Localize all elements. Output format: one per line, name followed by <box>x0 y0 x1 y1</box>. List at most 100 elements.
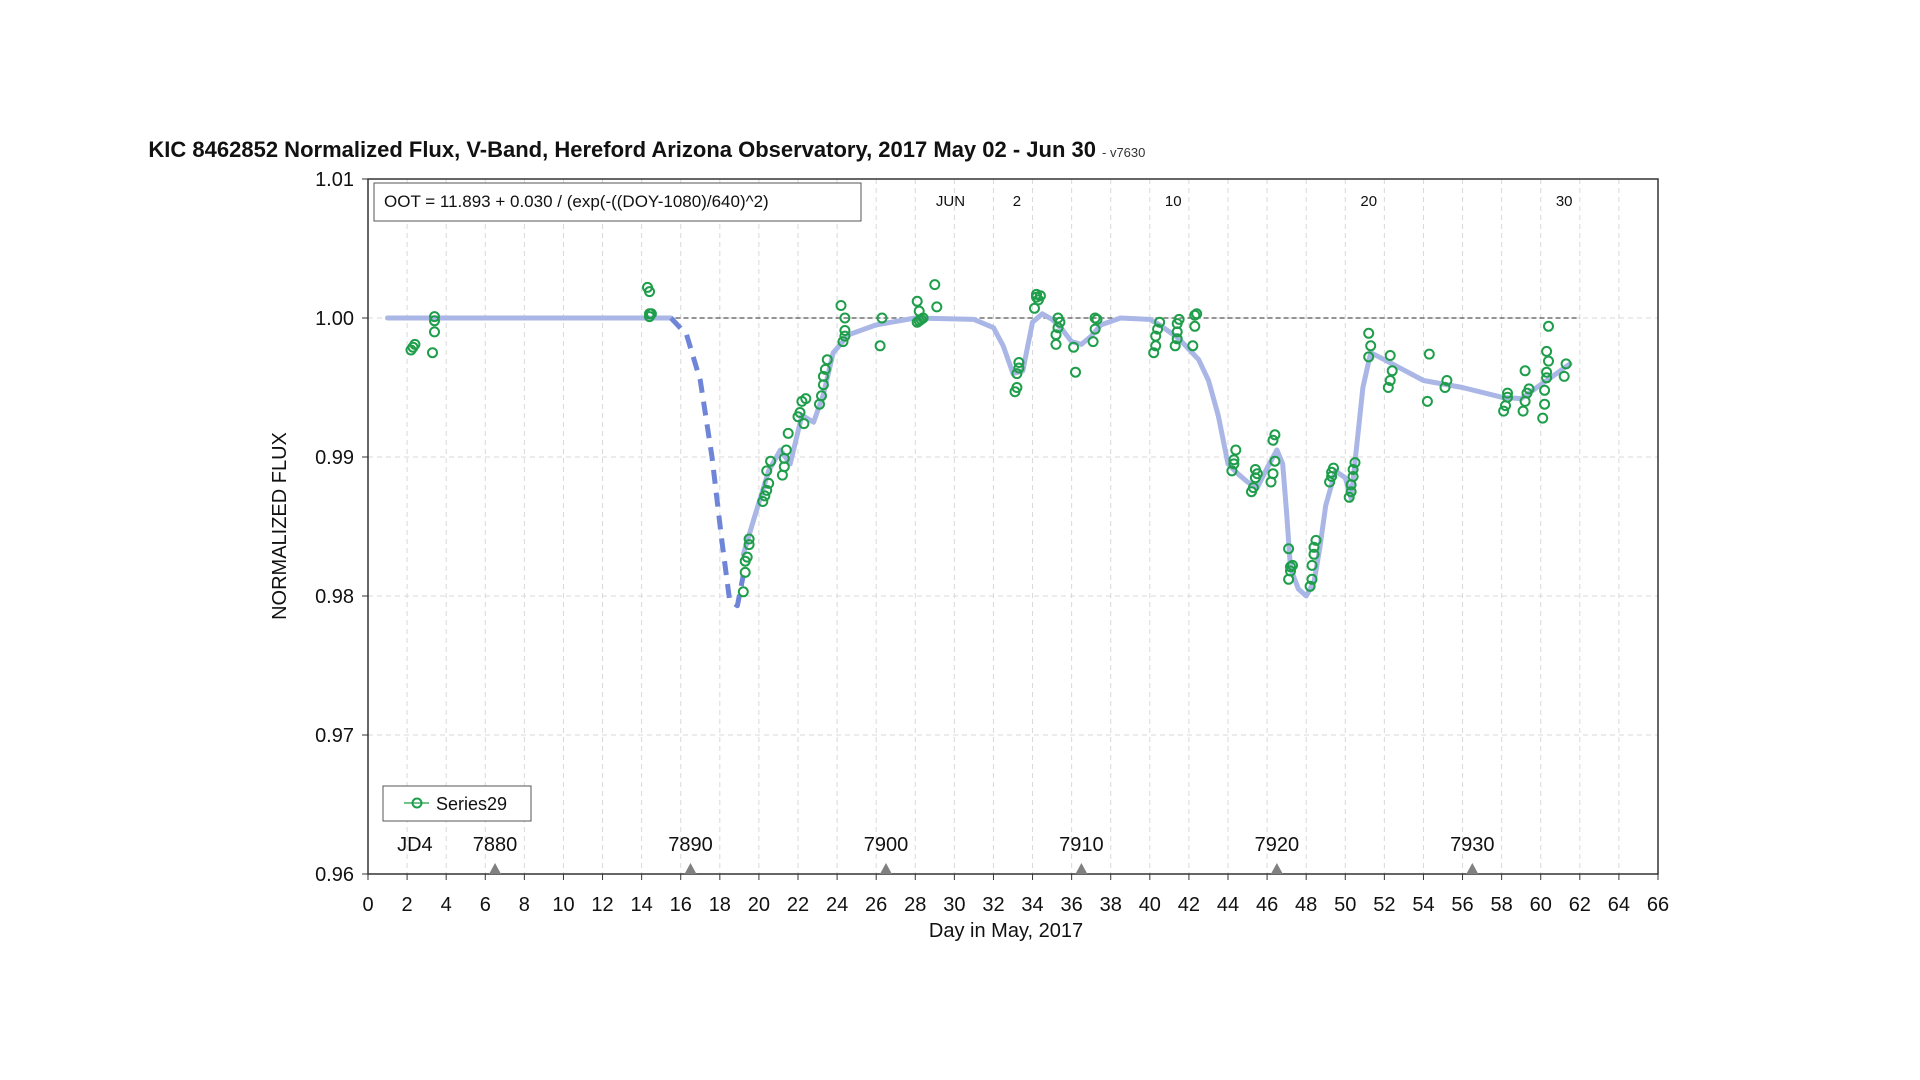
data-point <box>874 340 886 352</box>
x-tick-label: 16 <box>670 894 692 916</box>
data-point <box>429 311 440 323</box>
x-tick-label: 46 <box>1256 894 1278 916</box>
x-tick-label: 62 <box>1569 894 1591 916</box>
data-point <box>1347 464 1359 475</box>
data-point <box>1423 348 1435 360</box>
data-point <box>1345 486 1357 498</box>
data-point <box>1439 382 1451 393</box>
y-tick-label: 1.01 <box>315 169 354 191</box>
data-point <box>1384 350 1396 361</box>
data-point <box>1517 405 1529 417</box>
x-tick-label: 18 <box>709 894 731 916</box>
data-point <box>1011 368 1023 380</box>
data-point <box>1382 382 1394 393</box>
data-point <box>409 338 421 350</box>
data-point <box>1029 302 1040 314</box>
jd-marker-label: 7930 <box>1450 834 1495 856</box>
jd-marker-label: 7890 <box>668 834 713 856</box>
data-point <box>1230 444 1242 456</box>
x-tick-label: 26 <box>865 894 887 916</box>
data-point <box>1560 358 1572 370</box>
data-point <box>798 418 810 430</box>
data-point <box>1087 336 1099 348</box>
month-label: 30 <box>1556 193 1573 210</box>
data-point <box>759 490 771 502</box>
data-point <box>817 370 829 382</box>
data-point <box>1498 405 1510 417</box>
x-tick-label: 64 <box>1608 894 1630 916</box>
data-point <box>819 363 831 375</box>
data-point <box>876 312 888 324</box>
x-tick-label: 34 <box>1021 894 1043 916</box>
x-tick-label: 10 <box>552 894 574 916</box>
data-point <box>821 354 833 366</box>
legend-marker <box>411 797 423 809</box>
model-curve-dashed <box>669 316 746 609</box>
data-point <box>1304 580 1316 592</box>
data-point <box>761 484 773 496</box>
data-point <box>1283 543 1295 555</box>
data-point <box>1052 312 1064 324</box>
grid <box>362 178 1659 880</box>
x-tick-label: 8 <box>519 894 530 916</box>
data-point <box>929 279 941 291</box>
x-tick-label: 30 <box>943 894 965 916</box>
data-point <box>1543 320 1554 332</box>
x-tick-label: 60 <box>1530 894 1552 916</box>
jd-marker-triangle <box>1270 863 1283 874</box>
data-point <box>1169 340 1181 352</box>
data-points <box>405 279 1572 598</box>
month-label: 20 <box>1360 193 1377 210</box>
x-tick-label: 14 <box>631 894 653 916</box>
data-point <box>835 300 847 311</box>
data-point <box>645 308 657 320</box>
data-point <box>1308 548 1320 560</box>
legend-entry-series29: Series29 <box>436 794 507 814</box>
data-point <box>1519 365 1531 377</box>
data-point <box>800 393 812 405</box>
data-point <box>1343 491 1355 503</box>
equation-box <box>373 182 862 222</box>
data-point <box>1523 383 1535 395</box>
data-point <box>1306 573 1318 585</box>
x-tick-label: 12 <box>591 894 613 916</box>
data-point <box>780 444 792 456</box>
data-point <box>1011 382 1023 393</box>
data-point <box>1267 434 1279 446</box>
data-point <box>1541 345 1553 357</box>
data-point <box>1365 340 1377 352</box>
x-tick-label: 66 <box>1647 894 1669 916</box>
x-tick-label: 4 <box>441 894 452 916</box>
data-point <box>1324 476 1336 488</box>
jd-marker-label: 7900 <box>864 834 909 856</box>
data-point <box>737 586 749 598</box>
month-label: JUN <box>936 193 965 210</box>
data-point <box>1148 347 1160 359</box>
data-point <box>931 301 943 313</box>
data-point <box>1089 312 1101 324</box>
y-tick-label: 0.96 <box>315 864 354 886</box>
data-point <box>1543 355 1554 367</box>
data-point <box>1191 308 1203 320</box>
data-point <box>1541 372 1553 384</box>
data-point <box>1384 375 1396 386</box>
x-tick-label: 42 <box>1178 894 1200 916</box>
x-tick-label: 32 <box>982 894 1004 916</box>
data-point <box>1187 340 1199 352</box>
data-point <box>429 315 440 327</box>
data-point <box>1050 329 1062 341</box>
x-tick-label: 22 <box>787 894 809 916</box>
data-point <box>1267 468 1279 480</box>
data-point <box>1091 313 1103 325</box>
data-point <box>1228 454 1240 466</box>
data-point <box>1171 333 1183 345</box>
x-tick-label: 6 <box>480 894 491 916</box>
data-point <box>739 566 751 578</box>
data-point <box>1347 471 1359 482</box>
data-point <box>1189 309 1201 321</box>
data-point <box>1558 370 1570 382</box>
y-tick-label: 0.98 <box>315 586 354 608</box>
data-point <box>1537 412 1549 424</box>
data-point <box>1328 462 1339 474</box>
data-point <box>1070 366 1081 378</box>
